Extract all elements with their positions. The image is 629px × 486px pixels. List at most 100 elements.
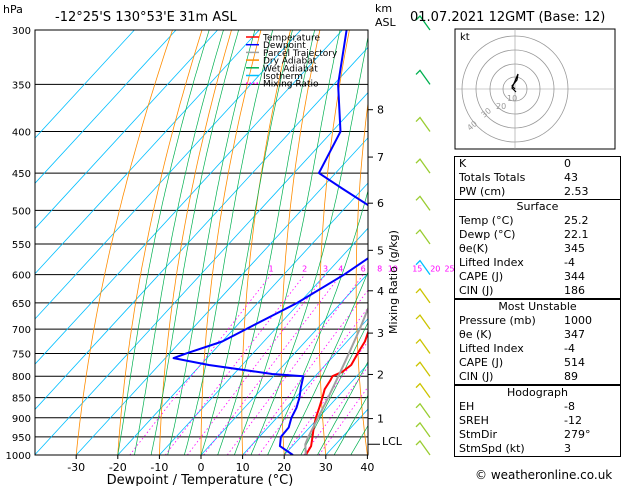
hodograph-title: Hodograph <box>455 385 620 400</box>
x-tick-label: 20 <box>277 461 291 474</box>
mixing-ratio-label: 10 <box>388 265 398 274</box>
isotherm-line <box>75 137 368 455</box>
surface-value: 344 <box>564 270 585 283</box>
mu-label: Pressure (mb) <box>459 314 536 327</box>
table-row: θe(K) 345 <box>455 242 620 256</box>
km-tick-label: 1 <box>377 413 384 426</box>
mu-value: 1000 <box>564 314 592 327</box>
surface-value: 25.2 <box>564 214 589 227</box>
dry-adiabat-line <box>159 30 232 455</box>
wind-barb <box>415 116 431 132</box>
isotherm-line <box>283 363 368 455</box>
most-unstable-box: Most Unstable Pressure (mb) 1000 θe (K) 34… <box>454 299 621 385</box>
x-tick-label: 30 <box>319 461 333 474</box>
table-row: StmSpd (kt) 3 <box>455 442 620 456</box>
pressure-tick-label: 900 <box>12 414 31 425</box>
pressure-tick-label: 550 <box>12 240 31 251</box>
dry-adiabat-line <box>427 30 451 455</box>
surface-value: -4 <box>564 256 575 269</box>
wet-adiabat-line <box>117 30 210 455</box>
temperature-line <box>304 329 368 455</box>
wet-adiabat-line <box>200 30 293 455</box>
table-row: CAPE (J) 344 <box>455 270 620 284</box>
mixing-ratio-axis-title: Mixing Ratio (g/kg) <box>387 230 400 334</box>
isotherm-line <box>159 227 368 455</box>
hodo-label: StmDir <box>459 428 498 441</box>
wet-adiabat-line <box>134 30 224 455</box>
index-value: 0 <box>564 157 571 170</box>
km-tick-label: 5 <box>377 244 384 257</box>
mixing-ratio-label: 3 <box>323 265 328 274</box>
hodograph: kt 10 20 30 40 <box>454 28 616 150</box>
station-location: -12°25'S 130°53'E 31m ASL <box>55 10 237 25</box>
wind-barb <box>415 228 431 245</box>
pressure-tick-label: 850 <box>12 394 31 405</box>
isotherm-line <box>35 30 177 184</box>
mixing-ratio-line <box>186 274 326 455</box>
asl-label: ASL <box>375 16 397 29</box>
footer-credit[interactable]: © weatheronline.co.uk <box>475 468 613 482</box>
surface-label: Lifted Index <box>459 256 524 269</box>
wet-adiabat-line <box>167 30 256 455</box>
mixing-ratio-line <box>164 274 306 455</box>
wind-barb <box>415 382 431 399</box>
mu-value: 89 <box>564 370 578 383</box>
wind-barb <box>415 314 431 330</box>
wind-barb <box>415 259 431 276</box>
dry-adiabat-line <box>200 30 262 455</box>
most-unstable-title: Most Unstable <box>455 299 620 314</box>
index-value: 2.53 <box>564 185 589 198</box>
pressure-tick-label: 1000 <box>6 451 31 462</box>
pressure-tick-label: 800 <box>12 372 31 383</box>
table-row: PW (cm) 2.53 <box>455 185 621 200</box>
surface-box: Surface Temp (°C) 25.2 Dewp (°C) 22.1 θe(K… <box>454 200 621 299</box>
isotherm-line <box>35 30 218 230</box>
hodograph-box: Hodograph EH -8 SREH -12 StmDir 279° StmSpd… <box>454 385 621 457</box>
pressure-tick-label: 700 <box>12 325 31 336</box>
wind-barb <box>415 158 431 174</box>
pressure-tick-label: 350 <box>12 80 31 91</box>
mu-value: -4 <box>564 342 575 355</box>
x-axis-title: Dewpoint / Temperature (°C) <box>107 473 294 486</box>
x-tick-label: 0 <box>198 461 205 474</box>
isotherm-line <box>242 318 368 455</box>
legend-entry: Mixing Ratio <box>263 80 319 90</box>
parcel-trajectory-line <box>304 306 368 455</box>
km-label: km <box>375 2 392 15</box>
wet-adiabat-line <box>184 30 274 455</box>
surface-label: Temp (°C) <box>459 214 514 227</box>
km-tick-label: 7 <box>377 151 384 164</box>
pressure-tick-label: 300 <box>12 26 31 37</box>
dry-adiabat-line <box>117 30 203 455</box>
lcl-label: LCL <box>382 435 403 448</box>
mu-label: CIN (J) <box>459 370 494 383</box>
wet-adiabat-line <box>317 360 368 455</box>
surface-value: 345 <box>564 242 585 255</box>
table-row: CAPE (J) 514 <box>455 356 620 370</box>
wet-adiabat-line <box>250 35 368 455</box>
table-row: Lifted Index -4 <box>455 342 620 356</box>
index-label: K <box>459 157 467 170</box>
hodo-value: -8 <box>564 400 575 413</box>
pressure-tick-label: 750 <box>12 349 31 360</box>
pressure-tick-label: 950 <box>12 433 31 444</box>
wet-adiabat-line <box>333 394 368 455</box>
mu-label: Lifted Index <box>459 342 524 355</box>
table-row: Dewp (°C) 22.1 <box>455 228 620 242</box>
isotherm-line <box>35 30 135 139</box>
pressure-tick-label: 400 <box>12 128 31 139</box>
index-label: Totals Totals <box>459 171 526 184</box>
wet-adiabat-line <box>217 30 316 455</box>
hodograph-trace <box>511 73 519 93</box>
plot-frame <box>34 29 369 456</box>
mixing-ratio-line <box>318 386 368 455</box>
mixing-ratio-label: 20 <box>430 265 440 274</box>
wind-barb <box>415 439 431 456</box>
isotherm-line <box>35 30 260 275</box>
table-row: Lifted Index -4 <box>455 256 620 270</box>
hodograph-unit-label: kt <box>460 32 470 43</box>
mu-value: 514 <box>564 356 585 369</box>
dry-adiabat-line <box>241 30 291 455</box>
